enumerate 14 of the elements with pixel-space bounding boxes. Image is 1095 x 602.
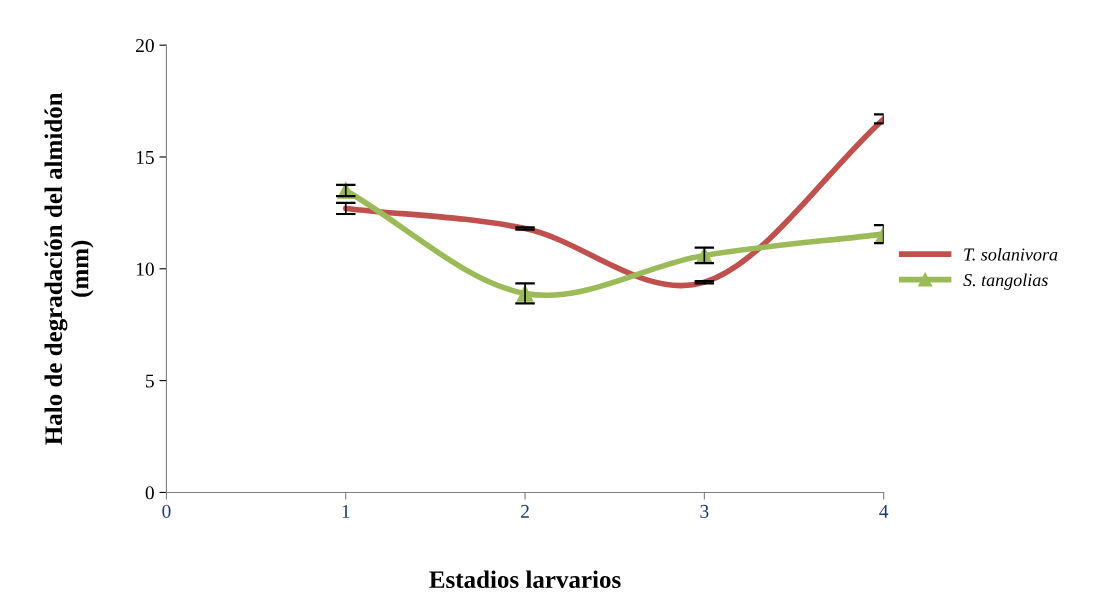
y-axis-title: Halo de degradación del almidón (mm)	[44, 92, 94, 445]
y-tick-label: 5	[146, 374, 154, 388]
x-tick-label: 1	[342, 504, 350, 518]
legend-label: T. solanivora	[964, 247, 1058, 261]
x-tick-label: 0	[162, 504, 171, 518]
y-tick-label: 20	[136, 38, 154, 53]
legend-label: S. tangolias	[963, 273, 1048, 290]
x-tick-label: 2	[521, 504, 529, 518]
y-tick-label: 0	[145, 486, 154, 500]
y-tick-label: 15	[136, 150, 154, 164]
y-tick-label: 10	[136, 262, 154, 276]
x-tick-label: 3	[700, 504, 709, 518]
x-tick-label: 4	[879, 504, 889, 518]
x-axis-title: Estadios larvarios	[429, 570, 621, 589]
